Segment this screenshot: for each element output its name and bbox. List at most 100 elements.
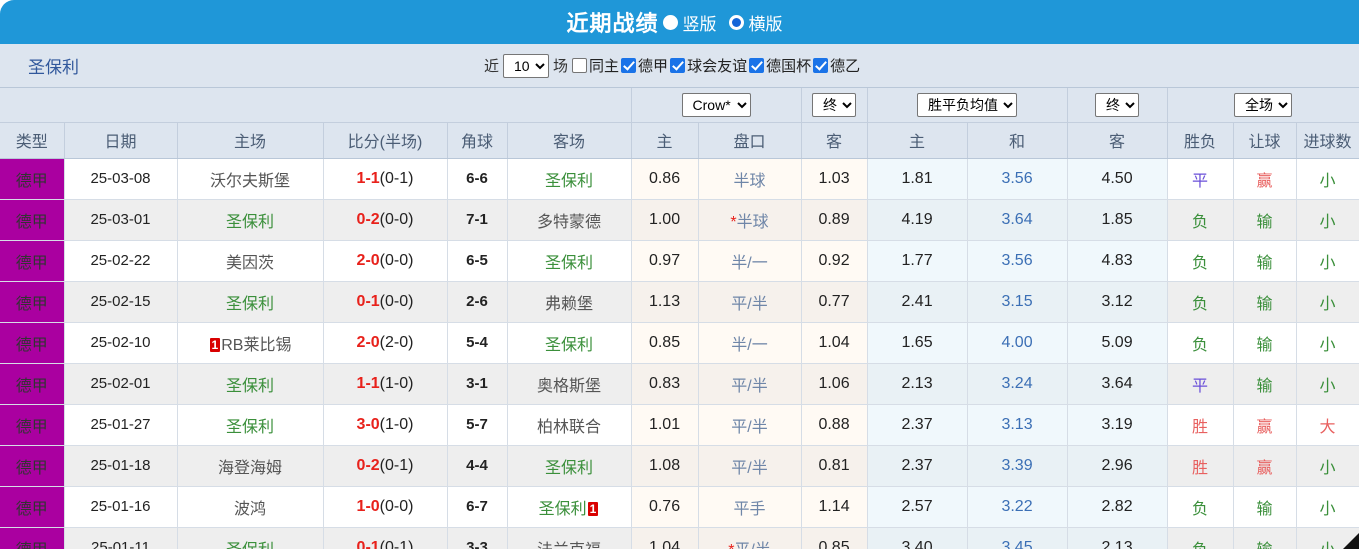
col-hc-home: 主 bbox=[631, 121, 699, 159]
table-row[interactable]: 德甲 25-03-01 圣保利 0-2(0-0) 7-1 多特蒙德 1.00 *半球 0.89 4… bbox=[0, 199, 1359, 241]
table-row[interactable]: 德甲 25-03-08 沃尔夫斯堡 1-1(0-1) 6-6 圣保利 0.86 半球 1.03 1… bbox=[0, 158, 1359, 200]
cell-result: 负 bbox=[1167, 527, 1234, 549]
league-bundesliga2-checkbox[interactable] bbox=[813, 58, 829, 73]
cell-handicap-result: 赢 bbox=[1233, 445, 1297, 487]
table-row[interactable]: 德甲 25-02-01 圣保利 1-1(1-0) 3-1 奥格斯堡 0.83 平/半 1.06 2… bbox=[0, 363, 1359, 405]
table-row[interactable]: 德甲 25-02-15 圣保利 0-1(0-0) 2-6 弗赖堡 1.13 平/半 0.77 2.… bbox=[0, 281, 1359, 323]
col-result: 胜负 bbox=[1167, 121, 1234, 159]
cell-league-type: 德甲 bbox=[0, 404, 65, 446]
handicap-stage-cell[interactable]: 终 bbox=[801, 88, 868, 122]
same-home-checkbox[interactable] bbox=[572, 58, 588, 73]
cell-goals: 小 bbox=[1296, 486, 1359, 528]
cell-handicap-home: 0.86 bbox=[631, 158, 699, 200]
cell-date: 25-01-18 bbox=[64, 445, 178, 487]
corner-fold-decoration bbox=[1343, 533, 1359, 549]
cell-date: 25-02-01 bbox=[64, 363, 178, 405]
filter-league-bundesliga2[interactable]: 德乙 bbox=[813, 55, 862, 76]
cell-handicap-result: 输 bbox=[1233, 322, 1297, 364]
match-count-select[interactable]: 10 bbox=[503, 53, 550, 78]
cell-odds-draw: 3.13 bbox=[967, 404, 1068, 446]
table-row[interactable]: 德甲 25-01-27 圣保利 3-0(1-0) 5-7 柏林联合 1.01 平/半 0.88 2… bbox=[0, 404, 1359, 446]
radio-horizontal-icon[interactable] bbox=[728, 14, 744, 30]
cell-corner: 5-7 bbox=[447, 404, 508, 446]
cell-score: 2-0(2-0) bbox=[323, 322, 448, 364]
cell-goals: 小 bbox=[1296, 199, 1359, 241]
cell-corner: 3-3 bbox=[447, 527, 508, 549]
cell-handicap-away: 1.03 bbox=[801, 158, 868, 200]
cell-odds-home: 2.13 bbox=[867, 363, 968, 405]
cell-handicap-home: 1.04 bbox=[631, 527, 699, 549]
cell-score: 3-0(1-0) bbox=[323, 404, 448, 446]
cell-score: 0-1(0-0) bbox=[323, 281, 448, 323]
cell-odds-draw: 3.64 bbox=[967, 199, 1068, 241]
cell-league-type: 德甲 bbox=[0, 363, 65, 405]
table-row[interactable]: 德甲 25-02-10 1 RB莱比锡 2-0(2-0) 5-4 圣保利 0.85 半/一 1.0… bbox=[0, 322, 1359, 364]
cell-date: 25-01-16 bbox=[64, 486, 178, 528]
company-select-cell[interactable]: Crow* bbox=[631, 88, 802, 122]
cell-league-type: 德甲 bbox=[0, 322, 65, 364]
cell-league-type: 德甲 bbox=[0, 486, 65, 528]
filter-league-friendly[interactable]: 球会友谊 bbox=[670, 55, 749, 76]
cell-league-type: 德甲 bbox=[0, 281, 65, 323]
cell-corner: 5-4 bbox=[447, 322, 508, 364]
odds-stage-cell[interactable]: 终 bbox=[1067, 88, 1168, 122]
cell-odds-draw: 3.24 bbox=[967, 363, 1068, 405]
cell-goals: 小 bbox=[1296, 240, 1359, 282]
cell-score: 0-2(0-1) bbox=[323, 445, 448, 487]
panel-titlebar: 近期战绩 竖版 横版 bbox=[0, 0, 1359, 44]
cell-handicap-home: 0.85 bbox=[631, 322, 699, 364]
col-goals: 进球数 bbox=[1296, 121, 1359, 159]
cell-odds-home: 1.77 bbox=[867, 240, 968, 282]
period-select[interactable]: 全场 bbox=[1234, 92, 1293, 117]
cell-result: 负 bbox=[1167, 322, 1234, 364]
cell-goals: 小 bbox=[1296, 158, 1359, 200]
league-friendly-checkbox[interactable] bbox=[670, 58, 686, 73]
filter-league-bundesliga[interactable]: 德甲 bbox=[621, 55, 670, 76]
cell-away-team: 圣保利 bbox=[507, 322, 632, 364]
cell-handicap-line: 平/半 bbox=[698, 363, 802, 405]
cell-result: 负 bbox=[1167, 281, 1234, 323]
filter-league-dfb-pokal[interactable]: 德国杯 bbox=[749, 55, 813, 76]
table-row[interactable]: 德甲25-01-11圣保利0-1(0-1)3-3法兰克福1.04*平/半0.85… bbox=[0, 527, 1359, 549]
cell-handicap-line: 平手 bbox=[698, 486, 802, 528]
league-bundesliga-checkbox[interactable] bbox=[621, 58, 637, 73]
table-row[interactable]: 德甲 25-02-22 美因茨 2-0(0-0) 6-5 圣保利 0.97 半/一 0.92 1.… bbox=[0, 240, 1359, 282]
cell-odds-draw: 3.56 bbox=[967, 158, 1068, 200]
odds-type-select[interactable]: 胜平负均值 bbox=[917, 92, 1018, 117]
table-row[interactable]: 德甲 25-01-16 波鸿 1-0(0-0) 6-7 圣保利 1 0.76 平手 1.14 2.5… bbox=[0, 486, 1359, 528]
filter-same-home[interactable]: 同主 bbox=[572, 55, 621, 76]
odds-company-select[interactable]: Crow* bbox=[681, 92, 751, 117]
table-row[interactable]: 德甲 25-01-18 海登海姆 0-2(0-1) 4-4 圣保利 1.08 平/半 0.81 2… bbox=[0, 445, 1359, 487]
cell-odds-away: 2.13 bbox=[1067, 527, 1168, 549]
cell-date: 25-03-01 bbox=[64, 199, 178, 241]
cell-handicap-result: 输 bbox=[1233, 527, 1297, 549]
cell-handicap-line: 平/半 bbox=[698, 404, 802, 446]
cell-handicap-home: 1.01 bbox=[631, 404, 699, 446]
odds-type-cell[interactable]: 胜平负均值 bbox=[867, 88, 1068, 122]
league-dfb-pokal-checkbox[interactable] bbox=[749, 58, 765, 73]
cell-handicap-away: 0.85 bbox=[801, 527, 868, 549]
cell-handicap-away: 1.06 bbox=[801, 363, 868, 405]
radio-vertical-label[interactable]: 竖版 bbox=[682, 14, 717, 34]
radio-vertical-icon[interactable] bbox=[662, 14, 678, 30]
cell-corner: 7-1 bbox=[447, 199, 508, 241]
cell-odds-away: 1.85 bbox=[1067, 199, 1168, 241]
radio-horizontal-label[interactable]: 横版 bbox=[748, 14, 783, 34]
view-mode-radio-group[interactable]: 竖版 横版 bbox=[661, 10, 793, 35]
col-handicap-result: 让球 bbox=[1233, 121, 1297, 159]
col-date: 日期 bbox=[64, 121, 178, 159]
cell-date: 25-02-10 bbox=[64, 322, 178, 364]
cell-handicap-home: 0.83 bbox=[631, 363, 699, 405]
period-cell[interactable]: 全场 bbox=[1167, 88, 1359, 122]
cell-handicap-line: 平/半 bbox=[698, 281, 802, 323]
cell-odds-away: 5.09 bbox=[1067, 322, 1168, 364]
cell-handicap-result: 输 bbox=[1233, 281, 1297, 323]
cell-score: 1-1(1-0) bbox=[323, 363, 448, 405]
handicap-stage-select[interactable]: 终 bbox=[812, 92, 857, 117]
cell-corner: 3-1 bbox=[447, 363, 508, 405]
cell-handicap-away: 0.77 bbox=[801, 281, 868, 323]
cell-handicap-home: 0.76 bbox=[631, 486, 699, 528]
cell-goals: 小 bbox=[1296, 363, 1359, 405]
odds-stage-select[interactable]: 终 bbox=[1095, 92, 1140, 117]
